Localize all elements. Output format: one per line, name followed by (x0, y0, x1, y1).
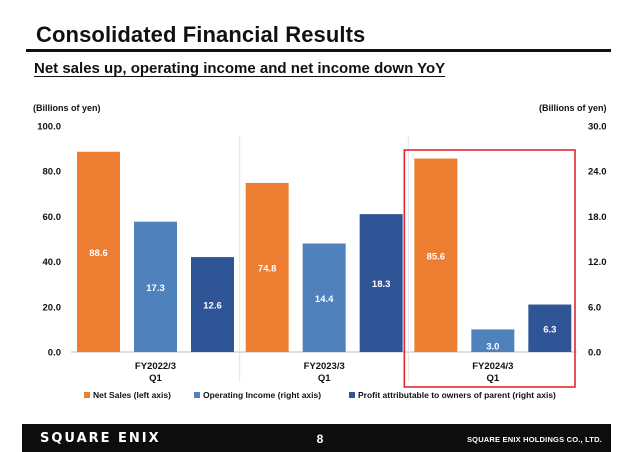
legend-swatch (194, 392, 200, 398)
legend-swatch (84, 392, 90, 398)
left-axis-tick-label: 60.0 (43, 212, 62, 223)
bar-operating-income (302, 243, 346, 352)
bar-operating-income (134, 221, 177, 352)
category-label: Q1 (318, 373, 331, 384)
right-axis-tick-label: 30.0 (588, 122, 607, 133)
bar-net-sales (77, 151, 120, 352)
financial-results-chart: 100.0 30.0 80.0 24.0 60.0 18.0 40.0 12.0 20.0 6.0… (37, 122, 607, 401)
left-axis-tick-label: 40.0 (43, 257, 62, 268)
legend-swatch (349, 392, 355, 398)
bar-profit (191, 257, 234, 352)
right-axis-tick-label: 6.0 (588, 302, 601, 313)
bar-profit (528, 304, 572, 352)
bar-operating-income (471, 329, 515, 352)
bar-net-sales (245, 182, 289, 352)
right-axis-tick-label: 0.0 (588, 348, 601, 359)
legend-label: Profit attributable to owners of parent … (358, 390, 556, 400)
title-underline (26, 49, 611, 52)
page-number: 8 (316, 432, 324, 446)
company-name: SQUARE ENIX HOLDINGS CO., LTD. (466, 435, 602, 444)
bar-data-label: 17.3 (146, 283, 165, 294)
left-axis-tick-label: 80.0 (43, 167, 62, 178)
category-label: FY2022/3 (135, 361, 176, 372)
right-axis-tick-label: 24.0 (588, 167, 607, 178)
bar-net-sales (414, 158, 458, 352)
bar-data-label: 3.0 (486, 341, 499, 352)
category-label: Q1 (486, 373, 499, 384)
square-enix-logo: SQUARE ENIX (40, 431, 161, 446)
category-label: FY2023/3 (304, 361, 345, 372)
highlight-box (403, 149, 576, 388)
bar-data-label: 88.6 (89, 248, 108, 259)
bar-data-label: 74.8 (258, 263, 277, 274)
bar-data-label: 85.6 (427, 251, 446, 262)
bar-data-label: 12.6 (203, 301, 222, 312)
bar-data-label: 14.4 (315, 294, 334, 305)
slide-title: Consolidated Financial Results (36, 22, 366, 47)
legend-label: Net Sales (left axis) (93, 390, 171, 400)
bar-profit (359, 214, 403, 352)
left-axis-tick-label: 20.0 (43, 302, 62, 313)
legend-label: Operating Income (right axis) (203, 390, 321, 400)
slide-subtitle: Net sales up, operating income and net i… (34, 60, 446, 77)
left-axis-unit-label: (Billions of yen) (33, 103, 101, 113)
bar-data-label: 6.3 (543, 324, 556, 335)
left-axis-tick-label: 0.0 (48, 348, 61, 359)
footer-bar (22, 424, 611, 452)
bar-data-label: 18.3 (372, 279, 391, 290)
category-label: Q1 (149, 373, 162, 384)
right-axis-tick-label: 18.0 (588, 212, 607, 223)
left-axis-tick-label: 100.0 (37, 122, 61, 133)
right-axis-unit-label: (Billions of yen) (539, 103, 607, 113)
right-axis-tick-label: 12.0 (588, 257, 607, 268)
category-label: FY2024/3 (472, 361, 513, 372)
